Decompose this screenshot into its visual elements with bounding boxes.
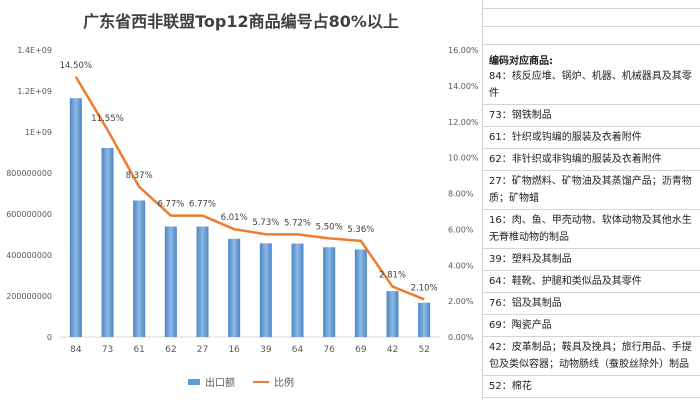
legend-label-bar: 出口额 [205,378,235,389]
bar [196,226,209,337]
x-tick-label: 64 [292,345,304,355]
bar [291,243,304,337]
code-item: 64：鞋靴、护腿和类似品及其零件 [483,271,700,293]
legend-item-line: 比例 [253,374,294,389]
y-right-tick-label: 12.00% [448,118,479,127]
y-right-tick-label: 0.00% [448,333,474,342]
data-label: 5.36% [347,225,374,235]
y-left-tick-label: 1.2E+09 [17,87,52,96]
bar [323,247,336,337]
x-tick-label: 42 [387,345,398,355]
code-legend-heading: 编码对应商品: [489,56,553,67]
bar [418,302,431,337]
x-tick-label: 73 [102,345,113,355]
chart-area: 广东省西非联盟Top12商品编号占80%以上 0 200000000 4000000… [0,12,482,389]
code-item: 76：铝及其制品 [483,293,700,315]
data-label: 8.37% [126,171,153,181]
data-label: 5.72% [284,218,311,228]
bar [228,238,241,337]
data-label: 14.50% [60,61,92,71]
x-tick-label: 69 [355,345,367,355]
code-item: 84：核反应堆、锅炉、机器、机械器具及其零件 [483,66,700,105]
y-right-tick-label: 4.00% [448,261,474,270]
x-tick-label: 76 [323,345,335,355]
bar [133,200,146,337]
legend-swatch-bar [188,378,200,385]
data-label: 5.73% [252,218,279,228]
x-tick-label: 39 [260,345,272,355]
data-label: 2.81% [379,271,406,281]
y-right-tick-label: 6.00% [448,225,474,234]
y-right-tick-label: 16.00% [448,46,479,55]
data-label: 6.77% [189,200,216,210]
ratio-line [74,76,425,301]
x-tick-label: 52 [418,345,429,355]
bar [354,249,367,337]
code-item: 42：皮革制品；鞍具及挽具；旅行用品、手提包及类似容器；动物肠线（蚕胶丝除外）制… [483,337,700,376]
code-item: 61：针织或钩编的服装及衣着附件 [483,127,700,149]
bar [386,291,399,337]
x-tick-label: 16 [228,345,240,355]
y-right-tick-label: 10.00% [448,154,479,163]
code-item: 62：非针织或非钩编的服装及衣着附件 [483,149,700,171]
code-item: 16：肉、鱼、甲壳动物、软体动物及其他水生无脊椎动物的制品 [483,210,700,249]
bar [101,147,114,337]
legend-item-bar: 出口额 [188,374,235,389]
data-label: 6.01% [221,213,248,223]
x-tick-label: 61 [133,345,144,355]
code-item: 27：矿物燃料、矿物油及其蒸馏产品；沥青物质；矿物蜡 [483,171,700,210]
divider [483,8,700,9]
y-left-tick-label: 0 [47,333,52,342]
code-list: 84：核反应堆、锅炉、机器、机械器具及其零件 73：钢铁制品 61：针织或钩编的… [483,66,700,398]
divider [483,44,700,45]
code-item: 73：钢铁制品 [483,105,700,127]
x-tick-label: 27 [197,345,208,355]
y-right-tick-label: 14.00% [448,82,479,91]
code-item: 52：棉花 [483,376,700,398]
x-tick-label: 62 [165,345,176,355]
divider [483,26,700,27]
legend-label-line: 比例 [274,378,294,389]
legend: 出口额 比例 [0,374,482,389]
y-left-tick-label: 400000000 [6,251,52,260]
data-label: 5.50% [316,222,343,232]
y-right-tick-label: 2.00% [448,297,474,306]
x-tick-label: 84 [70,345,82,355]
y-left-tick-label: 600000000 [6,210,52,219]
data-label: 2.10% [411,283,438,293]
legend-swatch-line [253,380,269,383]
bar [259,243,272,337]
y-left-tick-label: 200000000 [6,292,52,301]
code-item: 39：塑料及其制品 [483,249,700,271]
y-left-tick-label: 800000000 [6,169,52,178]
y-left-tick-label: 1.4E+09 [17,46,52,55]
data-label: 11.55% [91,114,123,124]
y-right-tick-label: 8.00% [448,190,474,199]
chart-title: 广东省西非联盟Top12商品编号占80%以上 [83,12,399,31]
code-item: 69：陶瓷产品 [483,315,700,337]
code-legend-panel: 编码对应商品: 84：核反应堆、锅炉、机器、机械器具及其零件 73：钢铁制品 6… [482,0,700,400]
combo-chart: 0 200000000 400000000 600000000 800000000 1E+… [6,46,479,355]
bar [164,226,177,337]
data-label: 6.77% [157,200,184,210]
y-left-tick-label: 1E+09 [25,128,52,137]
bar [69,98,82,337]
